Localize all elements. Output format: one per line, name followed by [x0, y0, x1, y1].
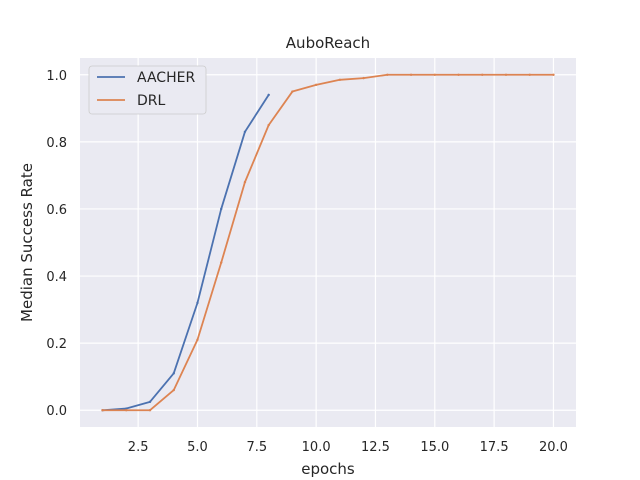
x-tick-label: 10.0 [302, 440, 331, 455]
data-point-drl [267, 123, 270, 127]
data-point-aacher [196, 301, 199, 305]
data-point-drl [433, 73, 436, 76]
data-point-drl [314, 83, 318, 87]
y-tick-label: 0.2 [46, 337, 67, 352]
series-line-drl [101, 73, 555, 412]
x-axis-title: epochs [301, 460, 355, 478]
data-point-drl [291, 90, 294, 93]
y-tick-label: 0.8 [46, 136, 67, 151]
data-point-drl [386, 73, 389, 76]
legend-label-drl: DRL [137, 93, 166, 109]
data-point-drl [148, 409, 152, 412]
data-point-drl [101, 409, 104, 412]
x-tick-label: 17.5 [480, 440, 509, 455]
data-point-drl [481, 73, 484, 76]
series-layer [101, 73, 555, 412]
y-tick-label: 1.0 [46, 69, 67, 84]
x-tick-label: 2.5 [128, 440, 149, 455]
data-point-drl [409, 73, 413, 76]
data-point-drl [196, 338, 199, 341]
x-tick-label: 7.5 [246, 440, 267, 455]
chart-title: AuboReach [286, 34, 370, 52]
data-point-aacher [125, 407, 128, 410]
y-tick-label: 0.6 [46, 203, 67, 218]
data-point-drl [552, 73, 555, 76]
legend: AACHER DRL [88, 65, 207, 115]
y-axis-ticks: 0.0 0.2 0.4 0.6 0.8 1.0 [46, 69, 67, 419]
x-tick-label: 15.0 [420, 440, 449, 455]
data-point-aacher [148, 400, 152, 404]
x-tick-label: 20.0 [539, 440, 568, 455]
y-tick-label: 0.0 [46, 404, 67, 419]
data-point-drl [220, 261, 223, 264]
x-axis-ticks: 2.5 5.0 7.5 10.0 12.5 15.0 17.5 20.0 [128, 440, 568, 455]
grid [80, 58, 576, 427]
data-point-drl [504, 73, 508, 76]
legend-label-aacher: AACHER [137, 70, 195, 86]
plot-area [80, 58, 576, 427]
data-point-aacher [172, 372, 175, 375]
data-point-aacher [220, 207, 223, 211]
legend-box [88, 65, 207, 115]
series-line-aacher [101, 93, 270, 412]
data-point-drl [528, 73, 531, 76]
x-tick-label: 5.0 [187, 440, 208, 455]
data-point-drl [172, 388, 175, 392]
data-point-drl [243, 180, 247, 184]
data-point-aacher [267, 93, 270, 97]
data-point-aacher [243, 130, 247, 133]
y-axis-title: Median Success Rate [18, 163, 36, 322]
data-point-drl [125, 409, 128, 412]
data-point-drl [362, 76, 365, 80]
data-point-drl [457, 73, 460, 76]
y-tick-label: 0.4 [46, 270, 67, 285]
x-tick-label: 12.5 [361, 440, 390, 455]
data-point-drl [338, 78, 342, 82]
